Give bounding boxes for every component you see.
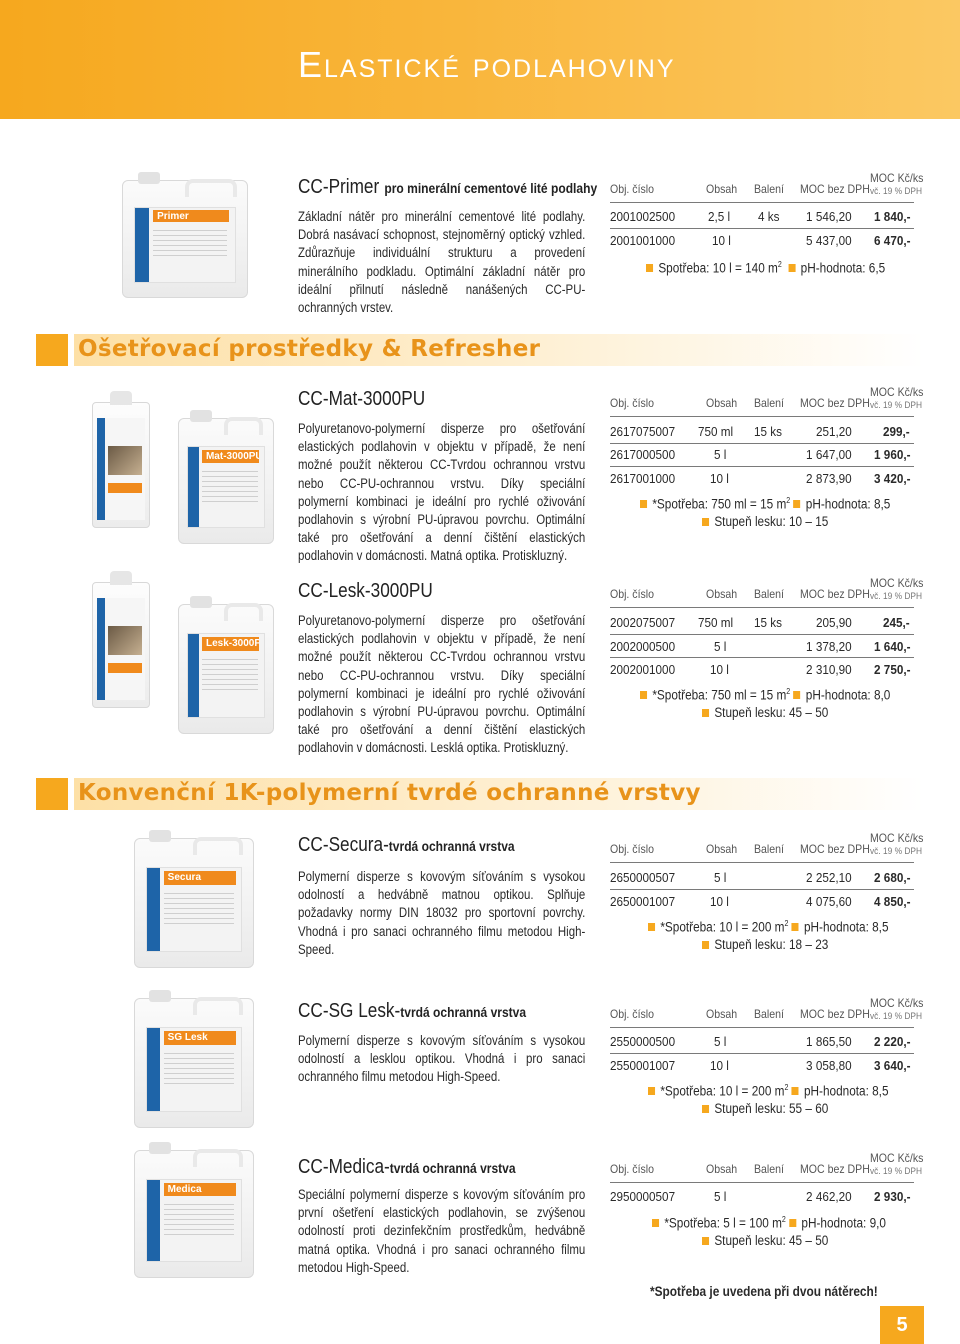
canister-image: Mat-3000PU [178, 410, 274, 544]
product-note: Stupeň lesku: 45 – 50 [702, 705, 828, 720]
product-image: Lesk-3000PU [82, 571, 282, 750]
label-text: Secura [163, 871, 236, 885]
product-note: Stupeň lesku: 18 – 23 [702, 937, 828, 952]
table-row: 2002001000 10 l 2 310,90 2 750,- [610, 662, 910, 677]
table-row: 2950000507 5 l 2 462,20 2 930,- [610, 1189, 910, 1204]
product-name: CC-Lesk-3000PU [298, 580, 433, 602]
bottle-image [92, 571, 150, 708]
product-note: *Spotřeba: 10 l = 200 m2 pH-hodnota: 8,5 [648, 919, 889, 934]
section-header-care: Ošetřovací prostředky & Refresher [36, 334, 924, 366]
canister-image: Medica [134, 1142, 254, 1278]
product-name: CC-Secura-tvrdá ochranná vrstva [298, 834, 515, 856]
product-description: Základní nátěr pro minerální cementové l… [298, 209, 586, 316]
product-name: CC-Mat-3000PU [298, 388, 426, 410]
product-note: Stupeň lesku: 45 – 50 [702, 1233, 828, 1248]
table-row: 2617000500 5 l 1 647,00 1 960,- [610, 447, 910, 462]
product-image: Primer [82, 172, 282, 342]
page-number: 5 [880, 1306, 924, 1344]
table-header: Obj. číslo Obsah Balení MOC bez DPH MOC … [610, 996, 924, 1023]
canister-image: Secura [134, 830, 254, 968]
product-name: CC-Primer pro minerální cementové lité po… [298, 176, 598, 198]
table-header: Obj. číslo Obsah Balení MOC bez DPH MOC … [610, 831, 924, 858]
label-text: Medica [163, 1182, 236, 1196]
table-row: 2650001007 10 l 4 075,60 4 850,- [610, 894, 910, 909]
footnote: *Spotřeba je uvedena při dvou nátěrech! [650, 1284, 878, 1299]
canister-image: Lesk-3000PU [178, 596, 274, 734]
table-row: 2001002500 2,5 l 4 ks 1 546,20 1 840,- [610, 209, 910, 224]
bottle-image [92, 391, 150, 528]
product-note: *Spotřeba: 5 l = 100 m2 pH-hodnota: 9,0 [652, 1215, 886, 1230]
table-row: 2617075007 750 ml 15 ks 251,20 299,- [610, 424, 910, 439]
canister-image: Primer [122, 172, 248, 298]
product-image: Mat-3000PU [82, 388, 282, 558]
product-name: CC-SG Lesk-tvrdá ochranná vrstva [298, 1000, 527, 1022]
table-header: Obj. číslo Obsah Balení MOC bez DPH MOC … [610, 576, 924, 603]
page-title: Elastické podlahoviny [298, 44, 676, 85]
product-description: Polymerní disperze s kovovým síťováním s… [298, 869, 586, 957]
product-note: Stupeň lesku: 55 – 60 [702, 1101, 828, 1116]
canister-image: SG Lesk [134, 990, 254, 1128]
product-note: Spotřeba: 10 l = 140 m2 pH-hodnota: 6,5 [646, 260, 885, 275]
table-header: Obj. číslo Obsah Balení MOC bez DPH MOC … [610, 1151, 924, 1178]
product-note: Stupeň lesku: 10 – 15 [702, 514, 828, 529]
product-note: *Spotřeba: 10 l = 200 m2 pH-hodnota: 8,5 [648, 1083, 889, 1098]
product-description: Speciální polymerní disperze s kovovým s… [298, 1187, 586, 1275]
table-row: 2002075007 750 ml 15 ks 205,90 245,- [610, 615, 910, 630]
product-name: CC-Medica-tvrdá ochranná vrstva [298, 1156, 516, 1178]
table-row: 2617001000 10 l 2 873,90 3 420,- [610, 471, 910, 486]
label-text: Lesk-3000PU [201, 637, 260, 651]
table-header: Obj. číslo Obsah Balení MOC bez DPH MOC … [610, 385, 924, 412]
product-image: SG Lesk [82, 990, 282, 1170]
section-header-coatings: Konvenční 1K-polymerní tvrdé ochranné vr… [36, 778, 924, 810]
label-text: SG Lesk [163, 1031, 236, 1045]
table-row: 2002000500 5 l 1 378,20 1 640,- [610, 639, 910, 654]
product-description: Polyuretanovo-polymerní disperze pro oše… [298, 421, 586, 564]
product-image: Medica [82, 1142, 282, 1326]
label-text: Primer [153, 210, 229, 223]
product-image: Secura [82, 830, 282, 1004]
header-banner: Elastické podlahoviny [0, 0, 960, 119]
table-row: 2650000507 5 l 2 252,10 2 680,- [610, 870, 910, 885]
product-description: Polyuretanovo-polymerní disperze pro oše… [298, 613, 586, 756]
product-note: *Spotřeba: 750 ml = 15 m2 pH-hodnota: 8,… [640, 496, 890, 511]
table-row: 2550000500 5 l 1 865,50 2 220,- [610, 1034, 910, 1049]
product-description: Polymerní disperze s kovovým síťováním s… [298, 1033, 586, 1085]
table-header: Obj. číslo Obsah Balení MOC bez DPH MOC … [610, 171, 924, 198]
product-note: *Spotřeba: 750 ml = 15 m2 pH-hodnota: 8,… [640, 687, 890, 702]
table-row: 2550001007 10 l 3 058,80 3 640,- [610, 1058, 910, 1073]
table-row: 2001001000 10 l 5 437,00 6 470,- [610, 233, 910, 248]
label-text: Mat-3000PU [201, 450, 260, 464]
